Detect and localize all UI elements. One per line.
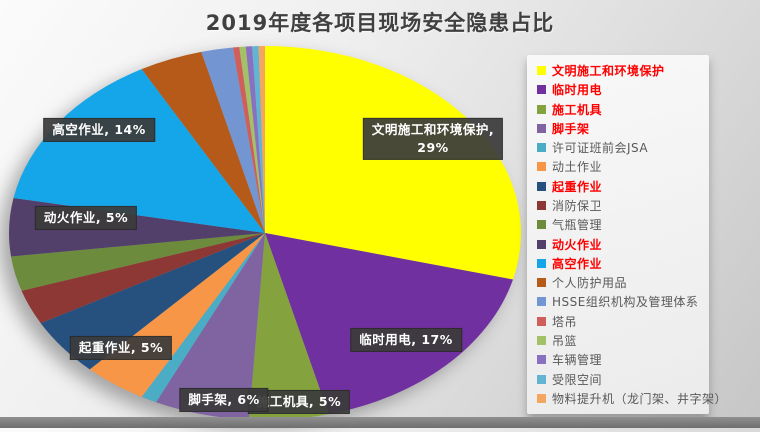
bottom-bar <box>0 417 760 428</box>
legend-swatch-icon <box>537 162 546 172</box>
legend-swatch-icon <box>537 143 546 153</box>
legend-swatch-icon <box>537 200 546 210</box>
legend-swatch-icon <box>537 374 546 384</box>
legend-item-label: 脚手架 <box>552 121 590 136</box>
legend-item-14: 吊篮 <box>537 331 709 350</box>
pie-slice-12 <box>201 47 265 233</box>
legend-swatch-icon <box>537 181 546 191</box>
data-label-3: 脚手架, 6% <box>179 387 269 413</box>
pie-slice-0 <box>265 45 522 280</box>
legend-item-label: 塔吊 <box>552 314 578 329</box>
pie-slice-2 <box>248 233 329 420</box>
data-label-1: 临时用电, 17% <box>350 327 462 353</box>
legend-item-label: 物料提升机（龙门架、井字架） <box>552 391 728 406</box>
legend-swatch-icon <box>537 355 546 365</box>
pie-slice-15 <box>245 46 265 233</box>
legend-item-label: 吊篮 <box>552 333 578 348</box>
data-label-10: 高空作业, 14% <box>43 117 155 143</box>
legend-swatch-icon <box>537 66 546 75</box>
legend-item-label: 临时用电 <box>552 83 603 98</box>
pie-slice-3 <box>156 233 265 420</box>
legend-item-10: 高空作业 <box>537 254 709 273</box>
legend-item-15: 车辆管理 <box>537 350 709 369</box>
legend-item-2: 施工机具 <box>537 100 709 119</box>
pie-slice-17 <box>258 46 265 233</box>
legend-item-12: HSSE组织机构及管理体系 <box>537 292 709 311</box>
legend: 文明施工和环境保护 临时用电施工机具脚手架许可证班前会JSA 动土作业起重作业消防保… <box>527 55 727 414</box>
legend-swatch-icon <box>537 258 546 268</box>
legend-item-5: 动土作业 <box>537 157 709 176</box>
legend-item-label: 车辆管理 <box>552 353 603 368</box>
data-label-0: 文明施工和环境保护, 29% <box>362 117 504 161</box>
legend-swatch-icon <box>537 220 546 230</box>
pie-slice-13 <box>232 46 265 233</box>
legend-item-label: HSSE组织机构及管理体系 <box>552 295 699 310</box>
legend-swatch-icon <box>537 104 546 114</box>
legend-item-7: 消防保卫 <box>537 196 709 215</box>
legend-swatch-icon <box>537 335 546 345</box>
legend-swatch-icon <box>537 316 546 326</box>
legend-item-label: 高空作业 <box>552 256 603 271</box>
legend-swatch-icon <box>537 239 546 249</box>
legend-item-label: 动土作业 <box>552 160 603 175</box>
data-label-9: 动火作业, 5% <box>34 205 138 231</box>
legend-item-4: 许可证班前会JSA <box>537 138 709 157</box>
legend-item-label: 施工机具 <box>552 102 603 117</box>
legend-item-17: 物料提升机（龙门架、井字架） <box>537 389 727 408</box>
pie-slice-6 <box>40 233 265 370</box>
legend-swatch-icon <box>537 393 546 403</box>
pie-slice-10 <box>13 69 266 233</box>
pie-slice-14 <box>239 46 265 233</box>
legend-item-label: 动火作业 <box>552 237 603 252</box>
legend-item-3: 脚手架 <box>537 119 709 138</box>
legend-item-8: 气瓶管理 <box>537 215 709 234</box>
legend-item-label: 消防保卫 <box>552 198 603 213</box>
pie-slice-16 <box>252 46 265 234</box>
legend-item-1: 临时用电 <box>537 80 709 99</box>
pie-slice-8 <box>11 233 265 291</box>
legend-swatch-icon <box>537 278 546 288</box>
legend-swatch-icon <box>537 123 546 133</box>
pie-slice-4 <box>141 233 265 403</box>
legend-item-0: 文明施工和环境保护 <box>537 61 709 80</box>
legend-item-11: 个人防护用品 <box>537 273 709 292</box>
legend-item-label: 受限空间 <box>552 372 603 387</box>
legend-item-label: 许可证班前会JSA <box>552 141 649 156</box>
pie-slice-11 <box>141 51 265 234</box>
pie-slice-7 <box>21 233 266 324</box>
legend-item-label: 文明施工和环境保护 <box>552 64 665 78</box>
legend-item-9: 动火作业 <box>537 235 709 254</box>
legend-item-label: 气瓶管理 <box>552 218 603 233</box>
pie-slice-1 <box>265 233 513 415</box>
legend-item-label: 个人防护用品 <box>552 276 628 291</box>
legend-item-6: 起重作业 <box>537 177 709 196</box>
legend-swatch-icon <box>537 297 546 307</box>
legend-item-13: 塔吊 <box>537 312 709 331</box>
legend-item-label: 起重作业 <box>552 179 603 194</box>
legend-swatch-icon <box>537 85 546 95</box>
chart-title: 2019年度各项目现场安全隐患占比 <box>205 11 555 35</box>
legend-item-16: 受限空间 <box>537 370 709 389</box>
data-label-6: 起重作业, 5% <box>69 335 173 361</box>
